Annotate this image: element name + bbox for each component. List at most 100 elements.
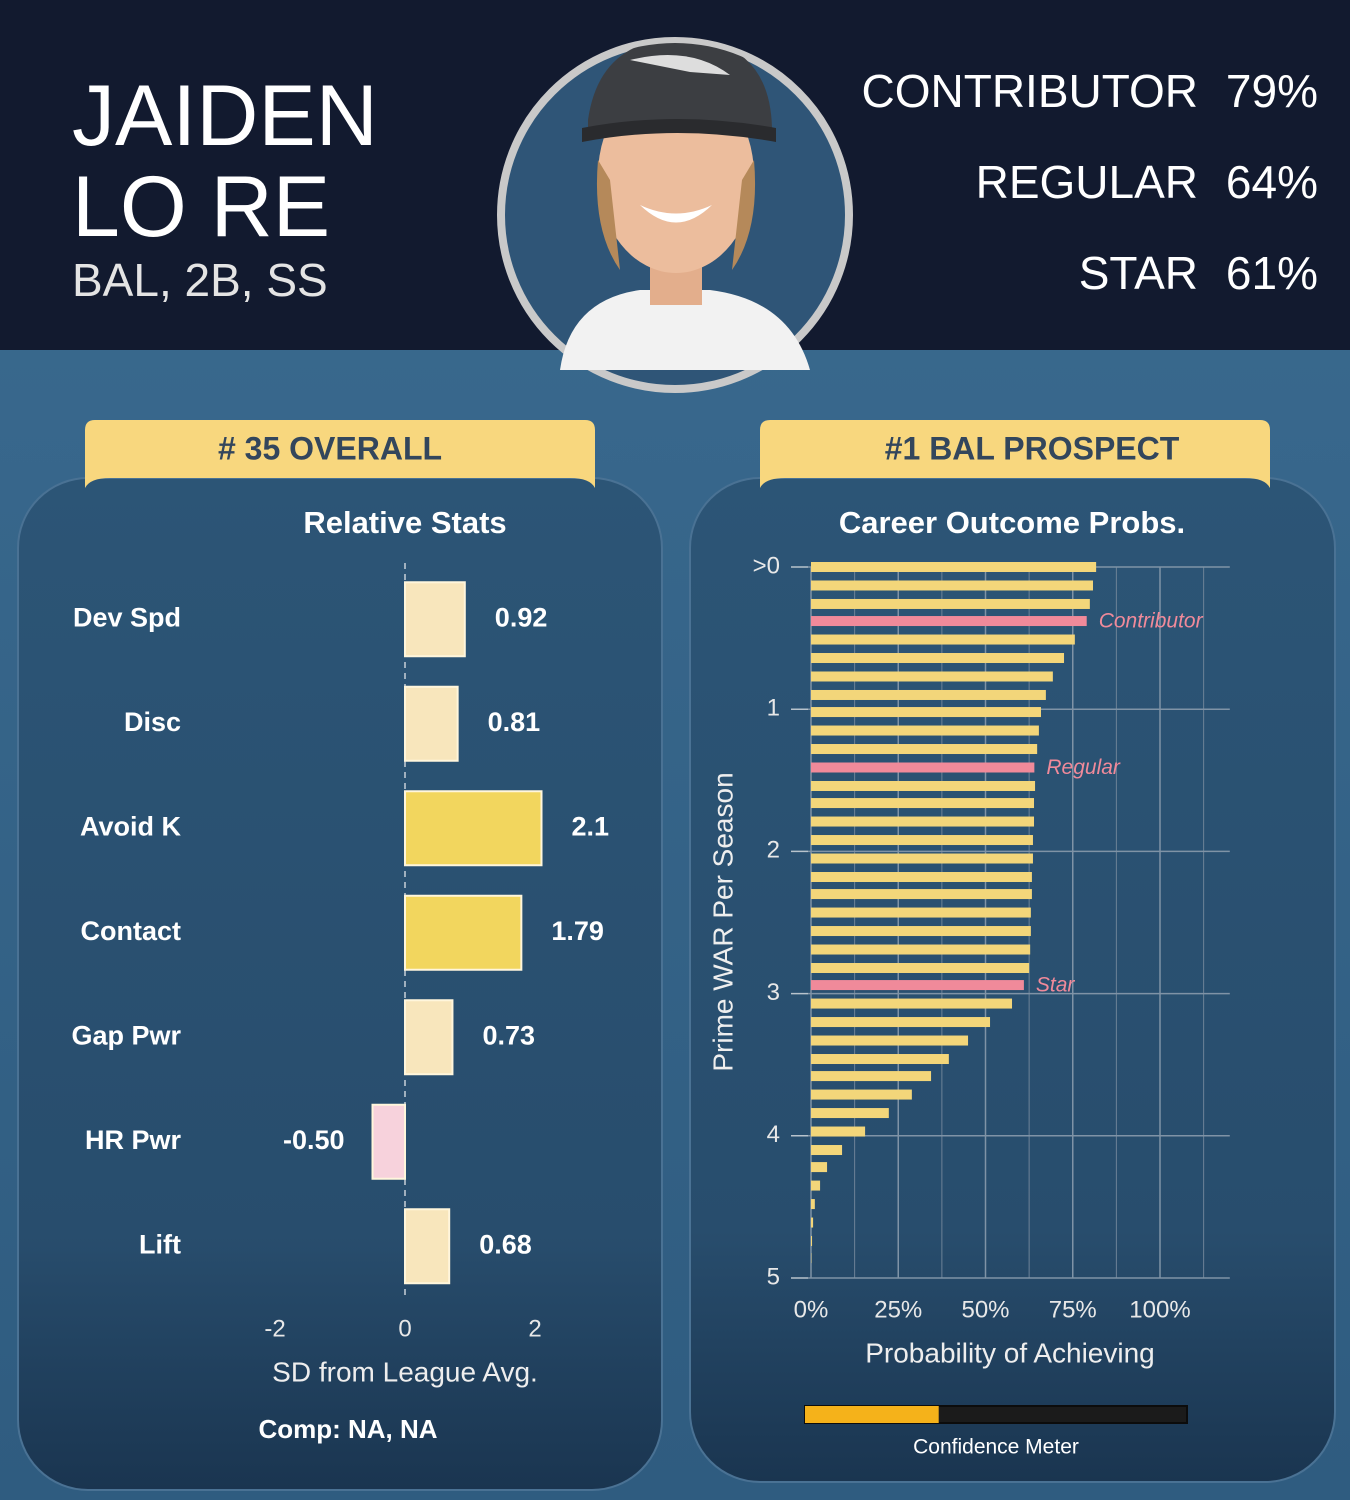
bar xyxy=(811,853,1033,864)
y-tick-label: 4 xyxy=(767,1121,780,1148)
badge xyxy=(85,420,595,488)
bar xyxy=(811,1054,949,1065)
bar xyxy=(811,725,1039,736)
bar xyxy=(811,689,1046,700)
x-tick-label: 2 xyxy=(528,1315,541,1342)
x-tick-label: -2 xyxy=(264,1315,285,1342)
confidence-fill xyxy=(805,1406,939,1423)
outcome-value: 79% xyxy=(1226,65,1318,117)
bar xyxy=(811,598,1090,609)
bar xyxy=(811,1236,813,1247)
value-label: 0.68 xyxy=(479,1229,532,1259)
bar xyxy=(811,816,1035,827)
bar xyxy=(811,1071,932,1082)
value-label: 1.79 xyxy=(551,916,604,946)
bar xyxy=(811,1145,843,1156)
bar xyxy=(404,1208,451,1285)
bar xyxy=(811,653,1065,664)
value-label: 0.73 xyxy=(482,1020,535,1050)
category-label: Avoid K xyxy=(80,811,182,841)
bar xyxy=(811,1089,912,1100)
bar xyxy=(811,1217,814,1228)
bar xyxy=(811,1126,866,1137)
badge-text: # 35 OVERALL xyxy=(218,430,442,466)
bar xyxy=(811,671,1053,682)
bar xyxy=(811,580,1093,591)
y-tick-label: 2 xyxy=(767,837,780,864)
bar xyxy=(811,889,1032,900)
outcome-label: REGULAR xyxy=(976,156,1198,208)
bar xyxy=(811,871,1032,882)
bar xyxy=(811,907,1031,918)
category-label: Contact xyxy=(81,916,182,946)
annotation: Contributor xyxy=(1099,610,1204,633)
category-label: HR Pwr xyxy=(85,1125,182,1155)
value-label: -0.50 xyxy=(283,1125,345,1155)
bar xyxy=(811,744,1038,755)
annotation: Star xyxy=(1036,974,1076,997)
bar xyxy=(811,798,1035,809)
x-tick-label: 75% xyxy=(1049,1296,1097,1323)
y-axis-label: Prime WAR Per Season xyxy=(707,772,738,1071)
category-label: Disc xyxy=(124,707,181,737)
category-label: Gap Pwr xyxy=(71,1020,181,1050)
bar xyxy=(811,1180,821,1191)
x-tick-label: 100% xyxy=(1129,1296,1190,1323)
bar xyxy=(404,999,454,1076)
player-last-name: LO RE xyxy=(72,159,330,255)
badge xyxy=(760,420,1270,488)
badge-text: #1 BAL PROSPECT xyxy=(885,430,1180,466)
category-label: Dev Spd xyxy=(73,602,181,632)
y-tick-label: 1 xyxy=(767,695,780,722)
bar xyxy=(404,581,466,658)
category-label: Lift xyxy=(139,1229,181,1259)
bar xyxy=(811,1162,828,1173)
bar xyxy=(811,1199,815,1210)
player-photo xyxy=(497,37,853,393)
bar xyxy=(811,1108,889,1119)
bar xyxy=(811,1035,969,1046)
bar xyxy=(811,926,1031,937)
bar xyxy=(811,707,1041,718)
value-label: 0.81 xyxy=(488,707,541,737)
y-tick-label: 3 xyxy=(767,979,780,1006)
x-tick-label: 0 xyxy=(398,1315,411,1342)
bar xyxy=(404,685,459,762)
outcome-label: CONTRIBUTOR xyxy=(862,65,1199,117)
bar xyxy=(811,562,1097,572)
bar xyxy=(371,1103,406,1180)
annotation: Regular xyxy=(1046,756,1121,779)
outcome-value: 61% xyxy=(1226,247,1318,299)
y-tick-label: >0 xyxy=(753,552,780,579)
chart-title: Relative Stats xyxy=(303,505,506,540)
outcome-panel xyxy=(689,477,1336,1483)
chart-title: Career Outcome Probs. xyxy=(839,505,1185,540)
bar xyxy=(811,616,1087,627)
bar xyxy=(811,980,1024,991)
outcome-value: 64% xyxy=(1226,156,1318,208)
x-tick-label: 50% xyxy=(961,1296,1009,1323)
player-positions: BAL, 2B, SS xyxy=(72,254,328,306)
player-first-name: JAIDEN xyxy=(72,68,378,164)
x-tick-label: 25% xyxy=(874,1296,922,1323)
bar xyxy=(811,634,1075,645)
x-axis-label: SD from League Avg. xyxy=(272,1356,538,1387)
bar xyxy=(811,762,1035,773)
y-tick-label: 5 xyxy=(767,1263,780,1290)
bar xyxy=(404,894,523,971)
bar xyxy=(811,835,1033,846)
bar xyxy=(811,998,1013,1009)
bar xyxy=(811,1017,991,1028)
bar xyxy=(404,790,543,867)
comp-text: Comp: NA, NA xyxy=(258,1414,437,1444)
bar xyxy=(811,963,1030,974)
bar xyxy=(811,780,1036,791)
x-tick-label: 0% xyxy=(794,1296,829,1323)
bar xyxy=(811,944,1031,955)
confidence-label: Confidence Meter xyxy=(913,1436,1079,1459)
value-label: 0.92 xyxy=(495,602,548,632)
outcome-label: STAR xyxy=(1079,247,1198,299)
value-label: 2.1 xyxy=(572,811,610,841)
